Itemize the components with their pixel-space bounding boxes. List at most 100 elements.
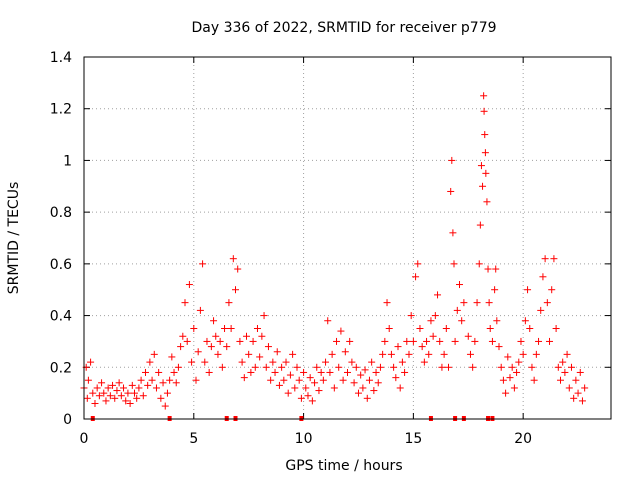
data-point	[537, 306, 545, 314]
data-point	[341, 348, 349, 356]
data-point	[293, 363, 301, 371]
y-axis-tick-labels: 0 0.2 0.4 0.6 0.8 1 1.2 1.4	[50, 50, 72, 428]
data-point	[405, 350, 413, 358]
data-point	[267, 376, 275, 384]
data-point	[469, 363, 477, 371]
data-point	[425, 350, 433, 358]
data-point	[87, 358, 95, 366]
x-tick-label: 15	[404, 431, 422, 447]
data-point	[113, 387, 121, 395]
data-point	[124, 389, 132, 397]
data-point	[530, 376, 538, 384]
data-point	[423, 337, 431, 345]
data-point	[297, 394, 305, 402]
data-point	[519, 350, 527, 358]
data-point	[264, 343, 272, 351]
data-point	[561, 368, 569, 376]
data-point	[188, 358, 196, 366]
data-point	[221, 325, 229, 332]
data-point	[438, 363, 446, 371]
data-point	[89, 389, 97, 397]
data-point	[315, 387, 323, 395]
data-point	[256, 353, 264, 361]
data-point	[517, 337, 525, 345]
data-point	[319, 376, 327, 384]
data-point	[326, 368, 334, 376]
data-point	[354, 389, 362, 397]
data-point	[556, 376, 564, 384]
data-point	[546, 337, 554, 345]
data-point	[199, 260, 207, 268]
data-point	[563, 350, 571, 358]
data-point	[247, 368, 255, 376]
data-point	[337, 327, 345, 335]
data-point	[278, 363, 286, 371]
data-point	[258, 332, 266, 340]
data-point	[225, 299, 233, 307]
data-point	[476, 221, 484, 229]
data-point	[348, 358, 356, 366]
data-point	[161, 402, 169, 410]
data-point	[357, 371, 365, 379]
data-point	[480, 92, 488, 100]
data-point	[427, 317, 435, 325]
data-point	[535, 337, 543, 345]
data-point	[392, 374, 400, 382]
data-point	[513, 368, 521, 376]
data-point	[482, 169, 490, 177]
data-point	[346, 337, 354, 345]
data-point	[484, 265, 492, 273]
data-point	[504, 353, 512, 361]
data-point	[445, 363, 453, 371]
data-point	[350, 379, 358, 387]
data-point	[196, 306, 204, 314]
data-point	[157, 394, 165, 402]
data-point	[506, 374, 514, 382]
data-point	[450, 260, 458, 268]
data-point	[492, 265, 500, 273]
data-point	[98, 379, 106, 387]
data-point	[495, 343, 503, 351]
data-point	[361, 366, 369, 374]
data-point	[565, 384, 573, 392]
data-point	[262, 363, 270, 371]
data-point	[578, 397, 586, 405]
data-point	[416, 325, 424, 332]
data-point	[396, 384, 404, 392]
data-point	[455, 281, 463, 289]
data-point	[253, 325, 261, 332]
data-point	[477, 162, 485, 170]
data-point	[117, 392, 125, 400]
data-point	[385, 325, 393, 332]
data-point	[543, 299, 551, 307]
data-point	[120, 384, 128, 392]
x-axis-tick-labels: 0 5 10 15 20	[80, 431, 533, 447]
data-point	[359, 384, 367, 392]
data-point	[414, 260, 422, 268]
data-point	[473, 299, 481, 307]
chart-title: Day 336 of 2022, SRMTID for receiver p77…	[191, 20, 496, 36]
data-point	[363, 394, 371, 402]
data-point	[227, 325, 235, 332]
data-point	[491, 286, 499, 294]
y-tick-label: 0.4	[50, 309, 72, 325]
data-point	[242, 332, 250, 340]
data-point	[324, 317, 332, 325]
data-point	[548, 286, 556, 294]
data-point	[177, 343, 185, 351]
data-point	[115, 379, 123, 387]
data-point	[210, 317, 218, 325]
data-point	[508, 363, 516, 371]
data-point	[475, 260, 483, 268]
data-point	[141, 368, 149, 376]
data-point	[146, 358, 154, 366]
data-point	[144, 381, 152, 389]
data-point	[190, 325, 198, 332]
data-point	[436, 337, 444, 345]
data-point	[449, 229, 457, 237]
data-point	[308, 397, 316, 405]
data-point	[216, 337, 224, 345]
data-point	[447, 187, 455, 195]
data-point	[207, 343, 215, 351]
data-point	[181, 299, 189, 307]
